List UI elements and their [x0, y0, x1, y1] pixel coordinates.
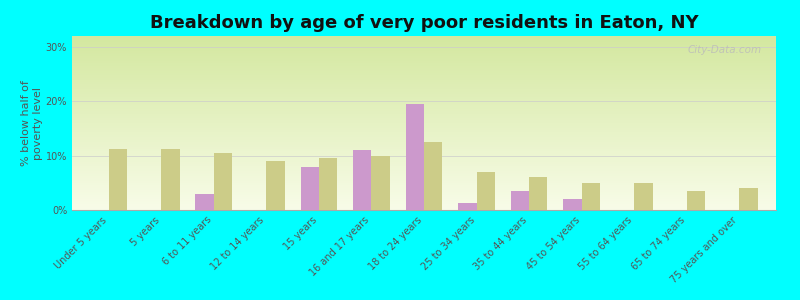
Bar — [529, 177, 547, 210]
Text: City-Data.com: City-Data.com — [688, 45, 762, 55]
Title: Breakdown by age of very poor residents in Eaton, NY: Breakdown by age of very poor residents … — [150, 14, 698, 32]
Bar — [214, 153, 232, 210]
Bar — [424, 142, 442, 210]
Bar — [582, 183, 600, 210]
Bar — [371, 156, 390, 210]
Y-axis label: % below half of
poverty level: % below half of poverty level — [22, 80, 43, 166]
Bar — [510, 191, 529, 210]
Bar — [739, 188, 758, 210]
Bar — [477, 172, 495, 210]
Bar — [195, 194, 214, 210]
Bar — [266, 161, 285, 210]
Bar — [458, 203, 477, 210]
Bar — [319, 158, 338, 210]
Bar — [686, 191, 705, 210]
Bar — [563, 199, 582, 210]
Bar — [406, 104, 424, 210]
Bar — [634, 183, 653, 210]
Bar — [162, 149, 180, 210]
Bar — [109, 149, 127, 210]
Bar — [353, 150, 371, 210]
Bar — [301, 167, 319, 210]
